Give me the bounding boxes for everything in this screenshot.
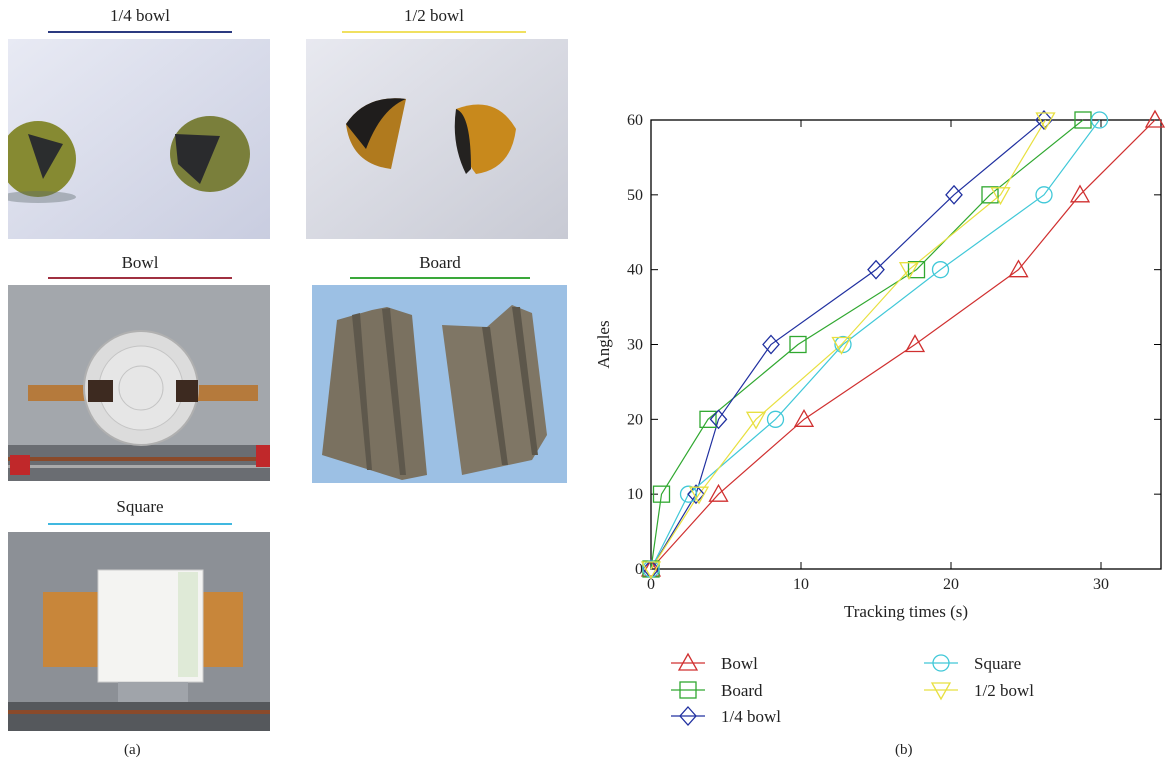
data-point-bowl — [1069, 184, 1091, 203]
legend-label-board: Board — [721, 681, 763, 700]
data-point-1-2-bowl — [640, 561, 662, 580]
data-point-board — [981, 186, 999, 204]
chart-series-markers — [640, 109, 1166, 580]
y-tick-label: 20 — [627, 411, 643, 428]
data-point-board — [907, 261, 926, 279]
data-point-1-2-bowl — [688, 486, 710, 505]
x-tick-label: 30 — [1093, 576, 1109, 593]
legend-label-1-4-bowl: 1/4 bowl — [721, 707, 781, 726]
x-tick-label: 0 — [647, 576, 655, 593]
data-point-1-2-bowl — [990, 187, 1011, 206]
y-tick-label: 0 — [635, 561, 643, 578]
chart-legend: Bowl Board 1/4 bowl Square 1/2 bowl — [671, 652, 1034, 726]
data-point-1-2-bowl — [831, 336, 852, 355]
data-point-bowl — [1008, 259, 1029, 278]
legend-marker-board — [679, 681, 697, 699]
square-title-rule — [48, 523, 232, 525]
series-line-bowl — [650, 119, 1156, 570]
y-tick-label: 30 — [627, 337, 643, 354]
data-point-1-2-bowl — [745, 411, 767, 430]
half-bowl-photo-title: 1/2 bowl — [404, 6, 464, 25]
data-point-square — [1090, 111, 1109, 129]
bowl-photo-title: Bowl — [121, 253, 159, 272]
chart-axes: 0 10 20 30 0 10 20 30 40 50 60 — [627, 112, 1162, 593]
y-tick-label: 60 — [627, 112, 643, 129]
data-point-bowl — [1144, 109, 1166, 128]
x-tick-label: 10 — [793, 576, 809, 593]
data-point-1-4-bowl — [945, 184, 963, 205]
legend-label-bowl: Bowl — [721, 654, 758, 673]
data-point-square — [766, 410, 785, 428]
board-title-rule — [350, 277, 530, 279]
data-point-1-4-bowl — [867, 259, 885, 280]
data-point-board — [699, 410, 717, 428]
data-point-square — [679, 485, 698, 503]
data-point-1-2-bowl — [898, 262, 920, 280]
data-point-bowl — [640, 558, 662, 577]
legend-label-square: Square — [974, 654, 1021, 673]
panel-a-label: (a) — [124, 742, 141, 758]
y-tick-label: 50 — [627, 187, 643, 204]
data-point-square — [1035, 186, 1053, 204]
data-point-bowl — [708, 483, 729, 502]
quarter-bowl-photo — [8, 39, 270, 239]
square-photo — [8, 532, 270, 731]
legend-label-1-2-bowl: 1/2 bowl — [974, 681, 1034, 700]
board-photo — [312, 285, 567, 483]
half-bowl-title-rule — [342, 31, 526, 33]
half-bowl-photo — [306, 39, 568, 239]
data-point-board — [789, 335, 807, 354]
data-point-board — [652, 485, 671, 503]
quarter-bowl-title-rule — [48, 31, 232, 33]
bowl-title-rule — [48, 277, 232, 279]
data-point-square — [931, 261, 950, 279]
series-line-board — [650, 119, 1084, 570]
y-tick-label: 40 — [627, 262, 643, 279]
data-point-1-4-bowl — [762, 334, 780, 355]
data-point-square — [834, 335, 852, 354]
data-point-bowl — [904, 334, 926, 353]
board-photo-title: Board — [419, 253, 461, 272]
x-tick-label: 20 — [943, 576, 959, 593]
y-tick-label: 10 — [627, 486, 643, 503]
legend-marker-1-4-bowl — [679, 706, 697, 726]
panel-b-label: (b) — [895, 742, 913, 758]
square-photo-title: Square — [116, 497, 164, 516]
y-axis-label: Angles — [594, 320, 613, 368]
legend-marker-1-2-bowl — [930, 682, 952, 701]
legend-marker-bowl — [677, 652, 699, 671]
x-axis-label: Tracking times (s) — [844, 602, 968, 621]
bowl-photo — [8, 285, 270, 481]
data-point-1-2-bowl — [1035, 112, 1056, 131]
data-point-1-4-bowl — [709, 409, 728, 430]
data-point-bowl — [793, 409, 815, 427]
series-line-1-2-bowl — [650, 119, 1047, 570]
legend-marker-square — [932, 654, 950, 672]
data-point-1-4-bowl — [687, 484, 705, 505]
quarter-bowl-photo-title: 1/4 bowl — [110, 6, 170, 25]
